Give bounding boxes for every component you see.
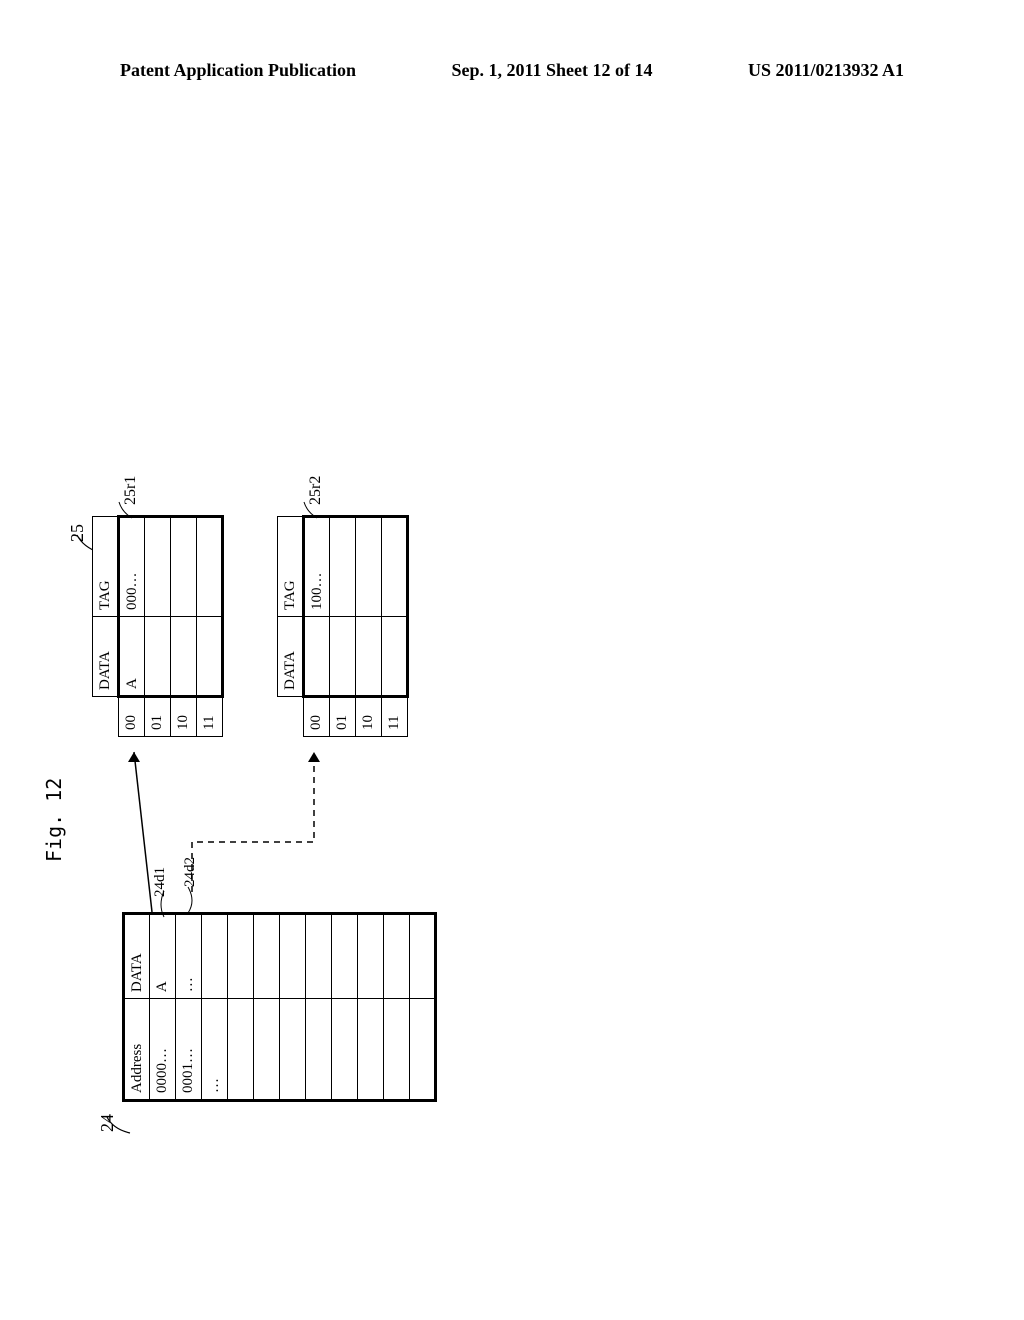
c1-tag: 000…: [119, 517, 145, 617]
mm-cell: [384, 999, 410, 1101]
c1-idx: 01: [145, 697, 171, 737]
mm-cell: [254, 914, 280, 999]
c2-idx: 00: [304, 697, 330, 737]
ref-25r1: 25r1: [122, 476, 140, 505]
r2-curve: [302, 500, 322, 520]
c2-tag: [330, 517, 356, 617]
arrow-solid: [122, 737, 172, 912]
c1-data: [197, 617, 223, 697]
c2-idx: 11: [382, 697, 408, 737]
c2-data: [304, 617, 330, 697]
c2-idx: 01: [330, 697, 356, 737]
c2-header-data: DATA: [278, 617, 304, 697]
mm-cell: [228, 999, 254, 1101]
c1-tag: [171, 517, 197, 617]
mm-cell: A: [150, 914, 176, 999]
c2-tag: 100…: [304, 517, 330, 617]
mm-cell: [280, 999, 306, 1101]
mm-cell: [306, 999, 332, 1101]
mm-cell: [332, 914, 358, 999]
c1-header-data: DATA: [93, 617, 119, 697]
c1-tag: [197, 517, 223, 617]
c1-data: [171, 617, 197, 697]
c2-tag: [356, 517, 382, 617]
page-header: Patent Application Publication Sep. 1, 2…: [0, 0, 1024, 81]
c1-idx: 10: [171, 697, 197, 737]
figure-content: Fig. 12 24 25 Address DATA 0000…A 0001………: [82, 318, 942, 1102]
header-left: Patent Application Publication: [120, 60, 356, 81]
c1-data: A: [119, 617, 145, 697]
mm-cell: …: [176, 914, 202, 999]
ref-25r2: 25r2: [307, 476, 325, 505]
ref-25: 25: [67, 524, 88, 542]
header-right: US 2011/0213932 A1: [748, 60, 904, 81]
mm-header-data: DATA: [124, 914, 150, 999]
r1-curve: [117, 500, 137, 520]
c1-idx: 00: [119, 697, 145, 737]
c2-data: [356, 617, 382, 697]
cache-table-2: DATA TAG 00100… 01 10 11 25r2: [277, 512, 409, 737]
mm-cell: [254, 999, 280, 1101]
mm-cell: [410, 914, 436, 999]
mm-cell: [332, 999, 358, 1101]
mm-cell: 0001…: [176, 999, 202, 1101]
mm-cell: [410, 999, 436, 1101]
c2-data: [382, 617, 408, 697]
c2-blank: [278, 697, 304, 737]
cache-table-1: DATA TAG 00A000… 01 10 11 25r1: [92, 512, 224, 737]
mm-cell: [384, 914, 410, 999]
mm-cell: [280, 914, 306, 999]
c2-idx: 10: [356, 697, 382, 737]
header-center: Sep. 1, 2011 Sheet 12 of 14: [451, 60, 652, 81]
mm-cell: [358, 999, 384, 1101]
mm-header-addr: Address: [124, 999, 150, 1101]
mm-cell: [358, 914, 384, 999]
mm-cell: …: [202, 999, 228, 1101]
c2-tag: [382, 517, 408, 617]
ref-24-curve: [105, 1107, 135, 1137]
c2-header-tag: TAG: [278, 517, 304, 617]
mm-cell: [306, 914, 332, 999]
c1-header-tag: TAG: [93, 517, 119, 617]
c1-data: [145, 617, 171, 697]
figure-label: Fig. 12: [42, 778, 66, 862]
ref-24: 24: [97, 1114, 118, 1132]
c1-blank: [93, 697, 119, 737]
c2-data: [330, 617, 356, 697]
main-memory-table: Address DATA 0000…A 0001…… …: [122, 912, 437, 1102]
arrow-dashed: [182, 732, 332, 912]
mm-cell: [228, 914, 254, 999]
mm-cell: 0000…: [150, 999, 176, 1101]
c1-idx: 11: [197, 697, 223, 737]
mm-cell: [202, 914, 228, 999]
c1-tag: [145, 517, 171, 617]
